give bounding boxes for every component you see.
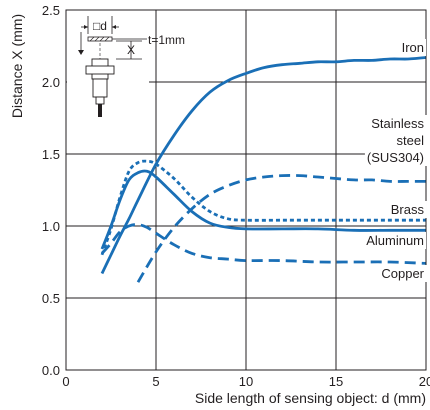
series-line-copper xyxy=(100,223,427,265)
sensor-cable xyxy=(98,104,102,117)
thickness-label: t=1mm xyxy=(148,33,185,47)
sensor-neck xyxy=(95,96,105,105)
series-label-aluminum: Aluminum xyxy=(366,233,424,248)
tick-labels: 0 5 10 15 20 0.0 0.5 1.0 1.5 2.0 2.5 xyxy=(42,3,430,389)
series-label-bg xyxy=(379,265,427,282)
y-tick-label: 0.5 xyxy=(42,291,60,306)
series-label-line: Iron xyxy=(402,40,424,55)
series-label-brass: Brass xyxy=(391,202,425,217)
series-label-bg xyxy=(364,115,427,166)
left-guide-arrow-icon xyxy=(78,50,84,55)
series-layer xyxy=(100,56,427,283)
series-label-bg xyxy=(364,232,426,249)
series-label-line: Aluminum xyxy=(366,233,424,248)
series-label-line: Copper xyxy=(381,266,424,281)
y-tick-label: 2.0 xyxy=(42,75,60,90)
x-tick-label: 5 xyxy=(152,374,159,389)
series-line-brass xyxy=(100,159,426,256)
sensor-body xyxy=(92,78,108,98)
target-hatch xyxy=(94,36,100,42)
series-line-iron xyxy=(100,56,427,275)
d-arrow-right-icon xyxy=(112,25,116,29)
series-label-bg xyxy=(388,201,427,218)
series-line-aluminum xyxy=(100,169,426,250)
y-tick-label: 1.0 xyxy=(42,219,60,234)
x-tick-label: 20 xyxy=(419,374,430,389)
y-tick-label: 0.0 xyxy=(42,363,60,378)
x-tick-label: 0 xyxy=(62,374,69,389)
y-axis-title: Distance X (mm) xyxy=(9,14,25,118)
series-label-copper: Copper xyxy=(381,266,424,281)
plot-frame xyxy=(65,9,427,371)
d-arrow-icon xyxy=(84,25,88,29)
series-label-bg xyxy=(399,39,426,56)
x-tick-label: 10 xyxy=(239,374,253,389)
sensor-nut xyxy=(85,65,115,75)
x-tick-label: 15 xyxy=(329,374,343,389)
series-label-line: Stainless xyxy=(371,116,424,131)
x-distance-label: X xyxy=(127,43,135,57)
series-label-line: steel xyxy=(397,133,425,148)
target-hatch xyxy=(104,36,110,42)
d-label: □d xyxy=(93,19,107,33)
series-label-iron: Iron xyxy=(402,40,424,55)
sensor-diagram: □d t=1mm X xyxy=(67,11,185,118)
x-axis-title: Side length of sensing object: d (mm) xyxy=(195,390,426,406)
target-hatch xyxy=(89,36,95,42)
series-label-line: (SUS304) xyxy=(367,150,424,165)
series-label-stainless-steel-sus304: Stainless steel (SUS304) xyxy=(367,116,425,165)
y-tick-label: 2.5 xyxy=(42,3,60,18)
y-tick-label: 1.5 xyxy=(42,147,60,162)
target-hatch xyxy=(99,36,105,42)
series-labels: Iron Stainless steel (SUS304) Brass Aluminum C… xyxy=(364,39,427,282)
series-line-stainless-steel-sus304 xyxy=(136,174,426,283)
series-label-line: Brass xyxy=(391,202,425,217)
